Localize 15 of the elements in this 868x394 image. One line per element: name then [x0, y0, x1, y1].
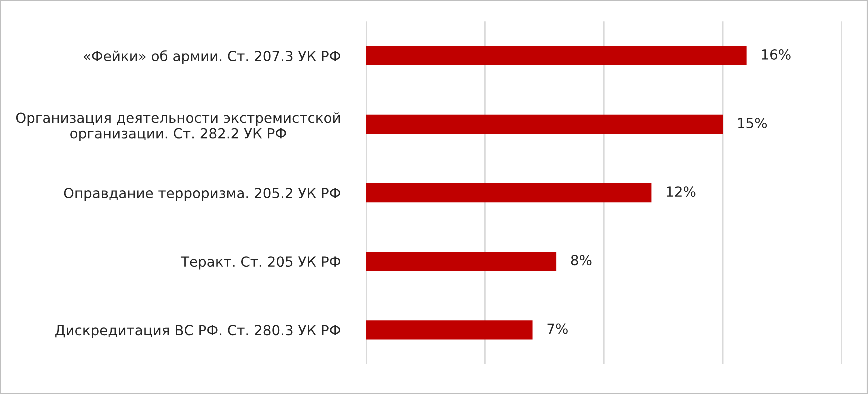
y-tick-label: Дискредитация ВС РФ. Ст. 280.3 УК РФ — [56, 325, 340, 338]
data-label: 16% — [762, 49, 791, 60]
bar — [366, 183, 652, 203]
y-tick-label: Оправдание терроризма. 205.2 УК РФ — [64, 188, 340, 202]
bar — [366, 252, 557, 272]
y-tick-label: «Фейки» об армии. Ст. 207.3 УК РФ — [84, 50, 340, 64]
bar — [366, 320, 533, 340]
data-label: 12% — [667, 186, 696, 198]
y-tick-label: Теракт. Ст. 205 УК РФ — [180, 256, 340, 270]
bar — [366, 46, 747, 66]
bar — [366, 114, 724, 134]
data-label: 7% — [548, 324, 568, 334]
y-tick-label: Организация деятельности экстремистской организации. Ст. 282.2 УК РФ — [16, 112, 340, 142]
data-label: 15% — [738, 118, 768, 129]
data-label: 8% — [571, 255, 592, 266]
